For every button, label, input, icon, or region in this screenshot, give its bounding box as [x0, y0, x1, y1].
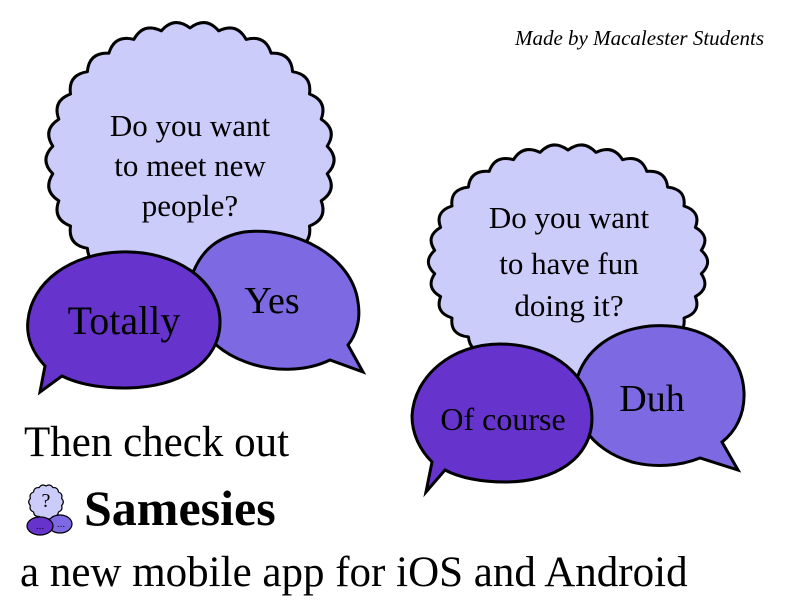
- brand-name: Samesies: [84, 480, 276, 536]
- logo-dots-right: ...: [57, 519, 65, 530]
- brand-row: ? ... ... Samesies: [20, 476, 276, 540]
- answer-totally-label: Totally: [68, 298, 181, 343]
- speech-bubble-of-course: [410, 342, 594, 498]
- credit-line: Made by Macalester Students: [514, 26, 764, 50]
- speech-bubble-yes: [188, 229, 367, 375]
- question-2-line-1: Do you want: [489, 200, 650, 235]
- question-1-line-2: to meet new: [114, 148, 266, 183]
- question-group-1: Do you want to meet new people? Yes Tota…: [26, 21, 367, 396]
- logo-dots-left: ...: [36, 521, 44, 532]
- logo-bubble-left: [26, 516, 54, 536]
- app-description: a new mobile app for iOS and Android: [20, 549, 688, 596]
- logo-question-mark: ?: [42, 490, 51, 512]
- answer-of-course-label: Of course: [440, 401, 565, 437]
- answer-duh-label: Duh: [619, 378, 684, 420]
- question-2-line-2: to have fun: [499, 246, 639, 281]
- answer-yes-label: Yes: [244, 280, 299, 322]
- question-2-line-3: doing it?: [514, 288, 623, 323]
- samesies-logo-icon: ? ... ...: [26, 484, 73, 536]
- speech-bubble-totally: [26, 250, 222, 396]
- question-1-line-3: people?: [142, 188, 238, 223]
- speech-bubble-duh: [573, 324, 746, 473]
- question-1-line-1: Do you want: [110, 108, 271, 143]
- tagline: Then check out: [24, 419, 290, 466]
- question-group-2: Do you want to have fun doing it? Duh Of…: [410, 143, 746, 498]
